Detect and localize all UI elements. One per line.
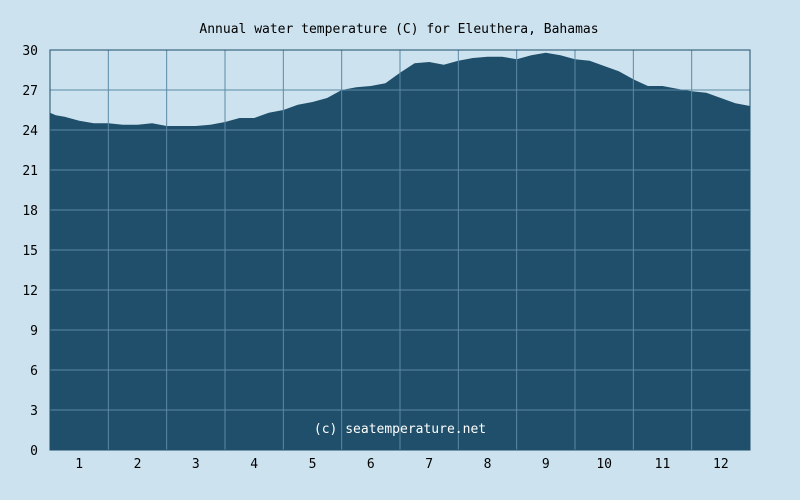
y-tick-label: 30	[22, 44, 38, 59]
y-tick-label: 0	[30, 444, 38, 459]
y-tick-label: 21	[22, 164, 38, 179]
x-tick-label: 2	[134, 457, 142, 472]
y-tick-label: 6	[30, 364, 38, 379]
plot-border	[49, 49, 751, 451]
x-tick-label: 4	[250, 457, 258, 472]
plot-area	[49, 49, 751, 451]
x-tick-label: 5	[309, 457, 317, 472]
y-tick-label: 27	[22, 84, 38, 99]
y-axis-ticks: 0 3 6 9 12 15 18 21 24 27 30	[22, 44, 38, 459]
x-tick-label: 12	[713, 457, 729, 472]
y-tick-label: 15	[22, 244, 38, 259]
x-tick-label: 1	[75, 457, 83, 472]
x-tick-label: 10	[596, 457, 612, 472]
x-tick-label: 11	[655, 457, 671, 472]
y-tick-label: 18	[22, 204, 38, 219]
y-tick-label: 3	[30, 404, 38, 419]
x-tick-label: 8	[484, 457, 492, 472]
chart-title: Annual water temperature (C) for Eleuthe…	[199, 22, 598, 37]
x-tick-label: 3	[192, 457, 200, 472]
x-tick-label: 6	[367, 457, 375, 472]
credit-annotation: (c) seatemperature.net	[314, 422, 486, 437]
x-tick-label: 9	[542, 457, 550, 472]
y-tick-label: 9	[30, 324, 38, 339]
y-tick-label: 24	[22, 124, 38, 139]
y-tick-label: 12	[22, 284, 38, 299]
x-axis-ticks: 1 2 3 4 5 6 7 8 9 10 11 12	[75, 457, 728, 472]
x-tick-label: 7	[425, 457, 433, 472]
